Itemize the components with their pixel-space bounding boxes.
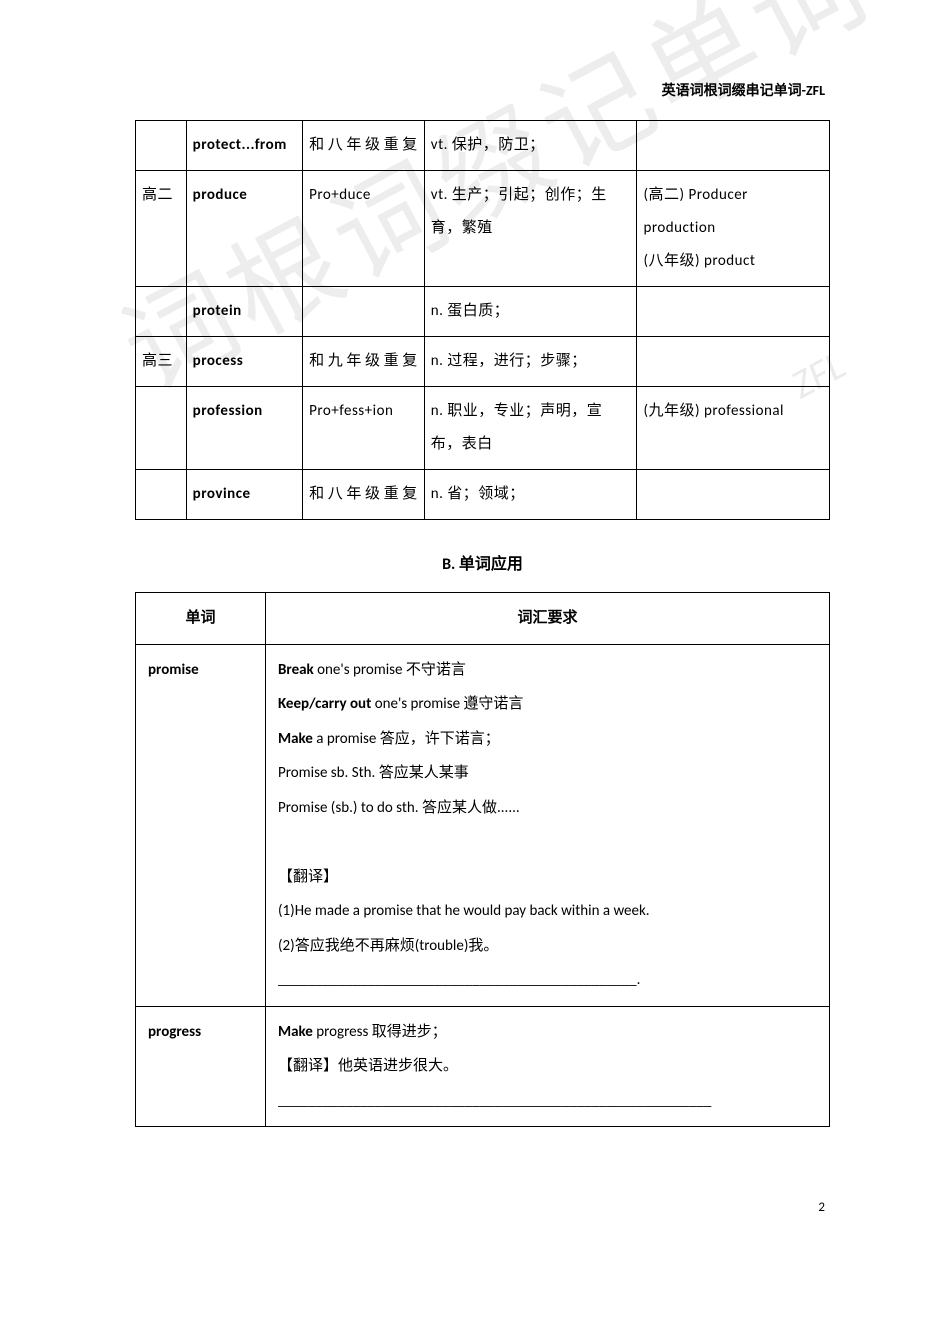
cell-related	[637, 287, 830, 337]
cell-word: protein	[186, 287, 303, 337]
table-row: profession Pro+fess+ion n. 职业，专业；声明，宣布，表…	[136, 387, 830, 470]
cell-root: Pro+fess+ion	[303, 387, 425, 470]
cell-root: 和九年级重复	[303, 337, 425, 387]
cell-word: process	[186, 337, 303, 387]
cell-word: profession	[186, 387, 303, 470]
cell-word: progress	[136, 1006, 266, 1127]
table-row: progress Make progress 取得进步；【翻译】他英语进步很大。…	[136, 1006, 830, 1127]
cell-def: n. 职业，专业；声明，宣布，表白	[424, 387, 637, 470]
cell-def: n. 省；领域；	[424, 470, 637, 520]
cell-related	[637, 121, 830, 171]
cell-related: (九年级) professional	[637, 387, 830, 470]
cell-requirements: Break one's promise 不守诺言Keep/carry out o…	[266, 644, 830, 1006]
cell-def: n. 过程，进行；步骤；	[424, 337, 637, 387]
cell-grade	[136, 287, 187, 337]
th-req: 词汇要求	[266, 593, 830, 645]
page-number: 2	[818, 1200, 825, 1215]
cell-grade	[136, 387, 187, 470]
cell-requirements: Make progress 取得进步；【翻译】他英语进步很大。_________…	[266, 1006, 830, 1127]
table-row: province 和八年级重复 n. 省；领域；	[136, 470, 830, 520]
section-b-title: B. 单词应用	[135, 550, 830, 574]
vocab-table: protect...from 和八年级重复 vt. 保护，防卫； 高二 prod…	[135, 120, 830, 520]
document-page: 英语词根词缀串记单词-ZFL 词根词缀记单词 ZFL protect...fro…	[0, 0, 945, 1127]
table-header-row: 单词 词汇要求	[136, 593, 830, 645]
cell-grade	[136, 470, 187, 520]
cell-root: 和八年级重复	[303, 121, 425, 171]
cell-root: 和八年级重复	[303, 470, 425, 520]
table-row: promise Break one's promise 不守诺言Keep/car…	[136, 644, 830, 1006]
cell-related	[637, 470, 830, 520]
table-row: protect...from 和八年级重复 vt. 保护，防卫；	[136, 121, 830, 171]
cell-grade: 高二	[136, 171, 187, 287]
cell-def: vt. 生产；引起；创作；生育，繁殖	[424, 171, 637, 287]
cell-def: vt. 保护，防卫；	[424, 121, 637, 171]
cell-grade	[136, 121, 187, 171]
cell-word: province	[186, 470, 303, 520]
th-word: 单词	[136, 593, 266, 645]
table-row: protein n. 蛋白质；	[136, 287, 830, 337]
table-row: 高三 process 和九年级重复 n. 过程，进行；步骤；	[136, 337, 830, 387]
cell-grade: 高三	[136, 337, 187, 387]
cell-root: Pro+duce	[303, 171, 425, 287]
cell-word: promise	[136, 644, 266, 1006]
cell-def: n. 蛋白质；	[424, 287, 637, 337]
page-header: 英语词根词缀串记单词-ZFL	[662, 80, 825, 100]
cell-root	[303, 287, 425, 337]
application-table: 单词 词汇要求 promise Break one's promise 不守诺言…	[135, 592, 830, 1127]
cell-related: (高二) Producer production (八年级) product	[637, 171, 830, 287]
table-row: 高二 produce Pro+duce vt. 生产；引起；创作；生育，繁殖 (…	[136, 171, 830, 287]
cell-word: produce	[186, 171, 303, 287]
cell-related	[637, 337, 830, 387]
cell-word: protect...from	[186, 121, 303, 171]
